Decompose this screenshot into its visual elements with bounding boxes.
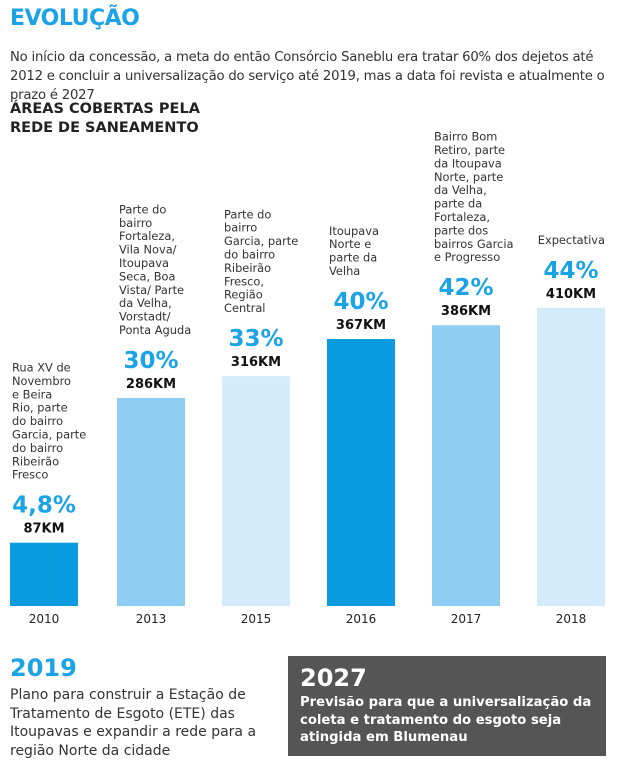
x-tick-label-2017: 2017 (451, 612, 482, 626)
bar-2010 (10, 542, 78, 606)
bar-value-label-2015: 33% (228, 326, 283, 352)
bar-value-label-2018: 44% (543, 258, 598, 284)
milestone-2027-box: 2027 Previsão para que a universalização… (288, 656, 606, 756)
bar-value-label-2017: 42% (438, 275, 493, 301)
bar-chart: 87KM 4,8% Rua XV de Novembro e Beira Rio, par… (10, 130, 605, 626)
bar-km-label-2018: 410KM (546, 287, 596, 302)
chart-title: ÁREAS COBERTAS PELA REDE DE SANEAMENTO (10, 101, 200, 136)
bar-description-2015: Parte do bairro Garcia, parte do bairro Ribe… (224, 207, 298, 315)
milestone-2019-year: 2019 (10, 654, 77, 682)
bar-description-2013: Parte do bairro Fortaleza, Vila Nova/Itoupa… (119, 202, 191, 337)
bar-value-label-2013: 30% (123, 348, 178, 374)
bar-km-label-2016: 367KM (336, 318, 386, 333)
bar-2018 (537, 307, 605, 606)
bar-2015 (222, 376, 290, 606)
x-tick-label-2013: 2013 (136, 612, 167, 626)
page-title: EVOLUÇÃO (10, 6, 140, 31)
intro-text: No início da concessão, a meta do então … (10, 50, 605, 103)
x-tick-label-2015: 2015 (241, 612, 272, 626)
milestone-2027-text: Previsão para que a universalização da c… (300, 695, 592, 745)
bar-description-2017: Bairro Bom Retiro, parte da Itoupava Norte,… (434, 130, 513, 265)
x-tick-label-2016: 2016 (346, 612, 377, 626)
bar-2016 (327, 339, 395, 606)
bar-value-label-2016: 40% (333, 289, 388, 315)
bar-2013 (117, 397, 185, 606)
milestone-2027-year: 2027 (300, 664, 367, 692)
milestone-2019: 2019 Plano para construir a Estação de T… (10, 654, 280, 760)
bar-2017 (432, 325, 500, 606)
bar-km-label-2013: 286KM (126, 377, 176, 392)
milestone-2019-text: Plano para construir a Estação de Tratam… (10, 687, 257, 759)
bar-description-2010: Rua XV de Novembro e Beira Rio, parte do bai… (12, 361, 86, 482)
bar-description-2018: Expectativa (538, 233, 605, 247)
bar-km-label-2017: 386KM (441, 304, 491, 319)
bar-description-2016: Itoupava Norte e parte da Velha (329, 224, 379, 278)
bar-value-label-2010: 4,8% (12, 493, 76, 519)
bar-km-label-2015: 316KM (231, 355, 281, 370)
x-tick-label-2018: 2018 (556, 612, 587, 626)
bar-km-label-2010: 87KM (23, 522, 64, 537)
x-tick-label-2010: 2010 (29, 612, 60, 626)
